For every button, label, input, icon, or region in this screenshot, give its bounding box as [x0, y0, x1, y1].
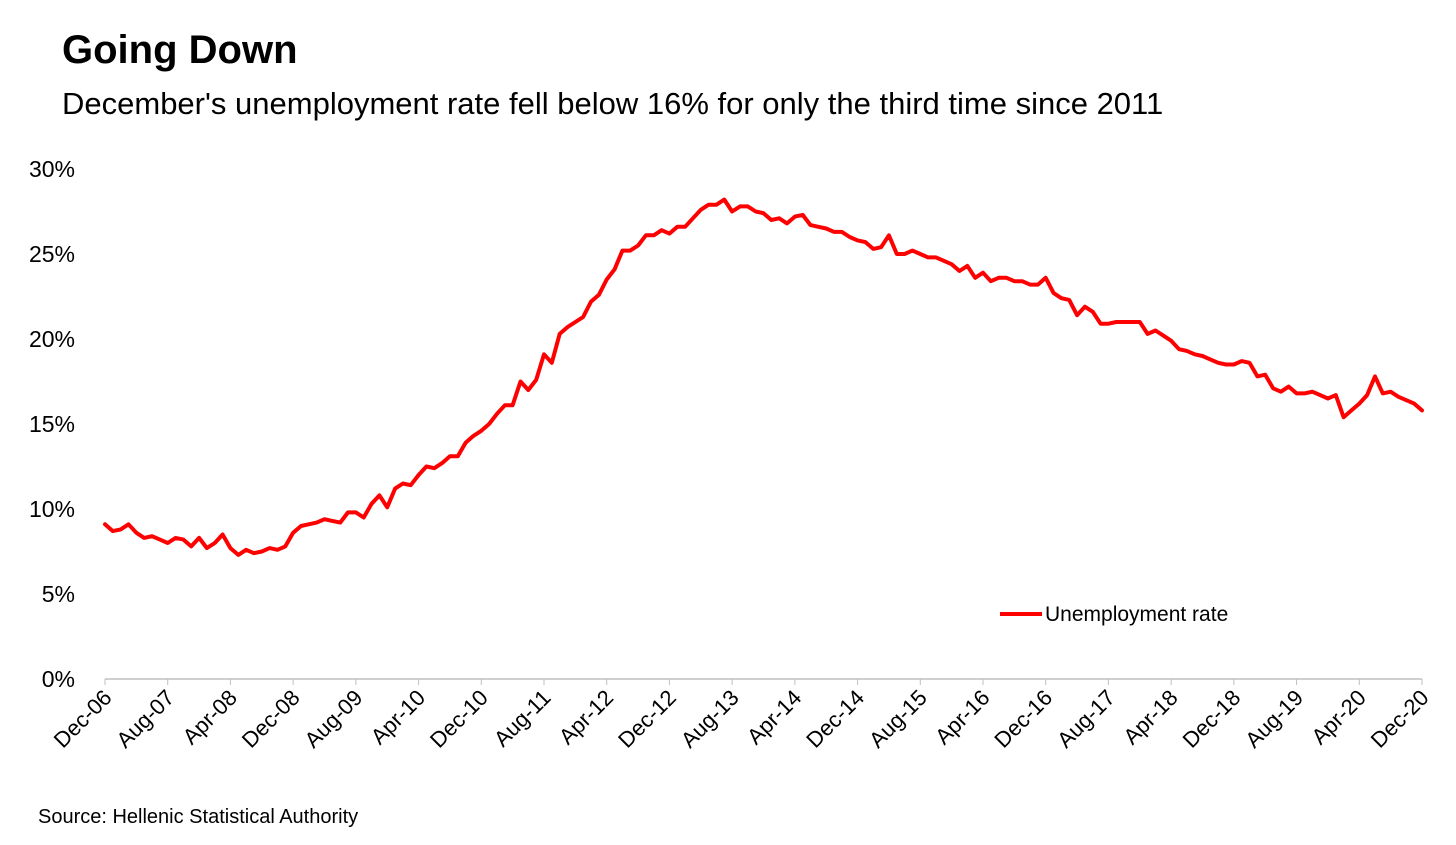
y-tick-label: 10%	[29, 496, 75, 522]
x-tick-label: Aug-09	[300, 685, 368, 753]
chart-subtitle: December's unemployment rate fell below …	[62, 86, 1164, 121]
y-tick-label: 0%	[42, 666, 75, 692]
x-tick-label: Aug-11	[489, 685, 556, 752]
x-tick-label: Aug-13	[676, 685, 744, 753]
y-tick-label: 25%	[29, 241, 75, 267]
x-tick-label: Dec-10	[425, 685, 493, 753]
x-tick-label: Apr-10	[366, 685, 430, 749]
unemployment-rate-line	[103, 197, 1424, 557]
x-tick-label: Dec-16	[989, 685, 1057, 753]
x-tick-label: Dec-08	[237, 685, 305, 753]
y-axis-tick-labels: 0% 5% 10% 15% 20% 25% 30%	[29, 156, 75, 692]
x-tick-label: Apr-08	[178, 685, 242, 749]
x-tick-label: Dec-14	[801, 685, 869, 753]
source-note: Source: Hellenic Statistical Authority	[38, 806, 359, 828]
x-tick-label: Dec-18	[1178, 685, 1246, 753]
y-tick-label: 5%	[42, 581, 75, 607]
legend: Unemployment rate	[1000, 603, 1228, 626]
x-tick-label: Apr-18	[1118, 685, 1182, 749]
x-axis-tick-labels: Dec-06Aug-07Apr-08Dec-08Aug-09Apr-10Dec-…	[49, 679, 1434, 753]
x-tick-label: Aug-07	[111, 685, 179, 753]
x-tick-label: Dec-12	[613, 685, 681, 753]
x-tick-label: Apr-14	[742, 685, 806, 749]
x-tick-label: Apr-20	[1306, 685, 1370, 749]
x-tick-label: Aug-17	[1052, 685, 1120, 753]
y-tick-label: 15%	[29, 411, 75, 437]
legend-label-unemployment-rate: Unemployment rate	[1045, 603, 1228, 626]
chart-title: Going Down	[62, 28, 298, 72]
y-tick-label: 20%	[29, 326, 75, 352]
unemployment-chart: 0%5%10%15%20%25%30% Dec-06Aug-07Apr-08De…	[29, 156, 1434, 753]
x-tick-label: Aug-19	[1240, 685, 1308, 753]
x-tick-label: Aug-15	[864, 685, 932, 753]
x-tick-label: Dec-20	[1366, 685, 1434, 753]
x-tick-label: Apr-16	[930, 685, 994, 749]
y-tick-label: 30%	[29, 156, 75, 182]
x-tick-label: Apr-12	[554, 685, 618, 749]
x-tick-label: Dec-06	[49, 685, 117, 753]
